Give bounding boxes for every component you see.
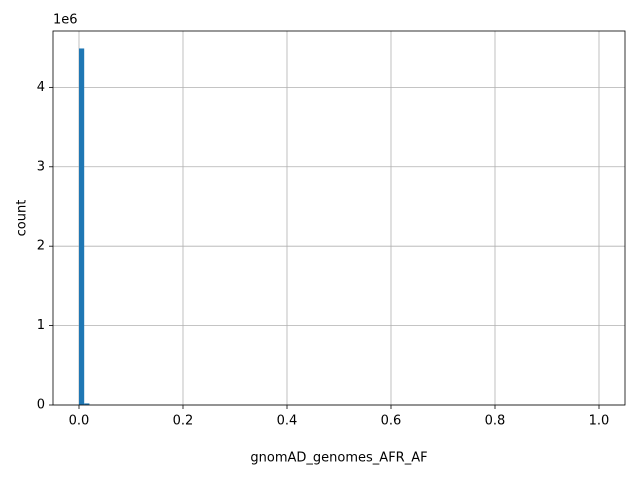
y-offset-label: 1e6 bbox=[53, 13, 78, 28]
x-tick-label: 0.2 bbox=[173, 414, 194, 429]
y-tick-label: 0 bbox=[37, 398, 45, 413]
y-tick-label: 4 bbox=[37, 80, 45, 95]
bar bbox=[84, 403, 90, 405]
y-tick-label: 2 bbox=[37, 239, 45, 254]
plot-frame bbox=[52, 30, 626, 406]
x-tick-label: 0.0 bbox=[69, 414, 90, 429]
bar bbox=[79, 48, 85, 406]
y-axis-label: count bbox=[15, 200, 30, 237]
x-tick-label: 1.0 bbox=[589, 414, 610, 429]
y-tick-label: 3 bbox=[37, 159, 45, 174]
x-tick-label: 0.8 bbox=[485, 414, 506, 429]
y-tick-label: 1 bbox=[37, 318, 45, 333]
x-tick-label: 0.4 bbox=[277, 414, 298, 429]
x-axis-label: gnomAD_genomes_AFR_AF bbox=[250, 451, 427, 466]
x-tick-label: 0.6 bbox=[381, 414, 402, 429]
